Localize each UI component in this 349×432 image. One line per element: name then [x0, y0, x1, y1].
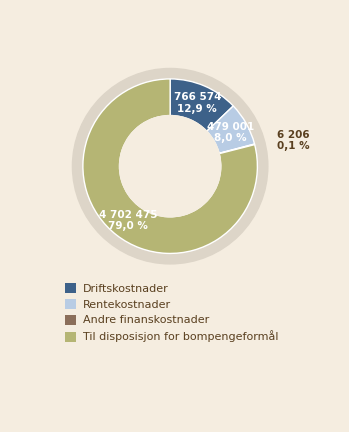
Text: 6 206
0,1 %: 6 206 0,1 % — [277, 130, 310, 151]
Text: 4 702 475
79,0 %: 4 702 475 79,0 % — [99, 210, 157, 232]
Wedge shape — [170, 79, 233, 131]
Circle shape — [72, 68, 268, 264]
Wedge shape — [83, 79, 258, 254]
Wedge shape — [219, 144, 255, 154]
Text: 766 574
12,9 %: 766 574 12,9 % — [173, 92, 221, 114]
Legend: Driftskostnader, Rentekostnader, Andre finanskostnader, Til disposisjon for bomp: Driftskostnader, Rentekostnader, Andre f… — [63, 281, 281, 345]
Wedge shape — [207, 106, 254, 153]
Circle shape — [119, 116, 221, 217]
Text: 479 001
8,0 %: 479 001 8,0 % — [207, 122, 254, 143]
